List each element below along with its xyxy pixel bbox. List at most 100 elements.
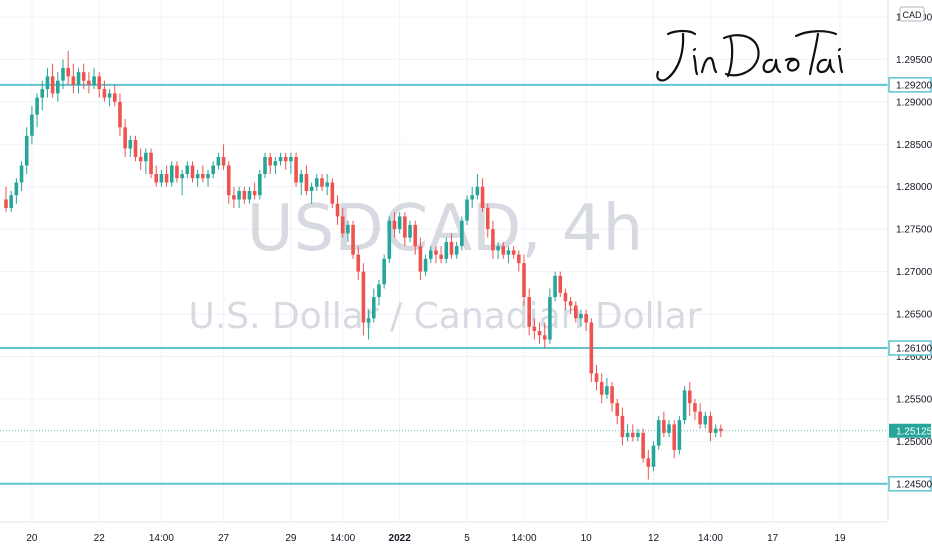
candle-body [423, 258, 428, 272]
time-tick-label: 14:00 [330, 533, 355, 544]
candle-body [620, 415, 625, 438]
candle [527, 288, 531, 336]
candle-body [159, 174, 164, 183]
candle-body [76, 72, 81, 85]
candle [517, 250, 521, 272]
price-axis[interactable]: 1.300001.295001.290001.285001.280001.275… [887, 0, 932, 550]
candle-body [263, 157, 267, 174]
candle-body [107, 93, 112, 98]
candle [216, 152, 221, 170]
signature-letter-d [722, 34, 760, 78]
price-tick-label: 1.29500 [896, 55, 932, 66]
candle [636, 428, 640, 442]
candle-body [304, 174, 309, 191]
candle-body [30, 114, 34, 136]
candle-body [123, 127, 127, 149]
candle [169, 161, 174, 187]
time-tick-label: 14:00 [149, 533, 174, 544]
candle [713, 424, 718, 438]
candle [107, 89, 112, 107]
candle-body [599, 381, 604, 395]
candle [294, 152, 298, 187]
candle [340, 207, 345, 238]
candle-body [278, 157, 283, 162]
candle [4, 186, 8, 213]
watermark-name: U.S. Dollar / Canadian Dollar [188, 296, 701, 337]
candle [574, 301, 578, 323]
candle-body [180, 174, 184, 179]
candle-body [501, 246, 506, 255]
current-price-label: 1.25125 [896, 426, 932, 437]
candle-body [667, 424, 671, 433]
candle-body [40, 89, 45, 98]
candle [50, 63, 55, 98]
candle [361, 263, 366, 336]
candle-body [340, 216, 345, 234]
candle [656, 415, 661, 450]
candle-body [81, 72, 86, 81]
time-axis[interactable]: 20 22 14:00 27 29 14:00 2022 5 14:00 10 12 14:00 17 1… [0, 521, 888, 544]
candle-body [185, 165, 190, 174]
candle-body [382, 258, 386, 285]
candle [195, 169, 200, 187]
candle [465, 195, 469, 225]
time-tick-label: 14:00 [698, 533, 723, 544]
candle [599, 373, 604, 404]
candle-body [491, 229, 495, 251]
currency-badge-box [899, 6, 925, 22]
candle [35, 93, 39, 128]
candle [610, 381, 614, 412]
candle [496, 241, 500, 259]
level-label-box [888, 340, 932, 356]
candle [149, 148, 153, 179]
candle-body [102, 89, 107, 98]
candle-body [434, 250, 438, 255]
candle [258, 169, 262, 200]
candle [542, 322, 547, 348]
candle-body [335, 203, 340, 217]
candle-body [625, 432, 630, 438]
candle [687, 381, 692, 416]
time-tick-label: 5 [464, 533, 470, 544]
candle [273, 157, 278, 174]
candle-body [506, 250, 511, 255]
candle-body [351, 224, 355, 255]
candle [470, 186, 474, 208]
candle [118, 93, 122, 136]
time-tick-label: 10 [581, 533, 593, 544]
time-tick-label: 12 [648, 533, 660, 544]
level-lines[interactable] [0, 83, 888, 485]
time-tick-label: 14:00 [511, 533, 536, 544]
candle [387, 216, 392, 264]
candle-body [138, 157, 143, 162]
candle [268, 152, 272, 174]
candle-body [221, 157, 226, 166]
candle [693, 398, 697, 421]
candle-body [662, 420, 666, 433]
candle [211, 161, 215, 179]
candle-body [454, 246, 459, 255]
candle-body [439, 254, 443, 259]
level-price-labels: 1.29200 1.26100 1.24500 [888, 77, 932, 492]
candle-body [4, 199, 8, 208]
candle [605, 377, 609, 399]
candle-body [252, 190, 257, 196]
candle [537, 322, 542, 344]
candle-body [387, 220, 392, 259]
candle [144, 148, 148, 174]
candle-body [465, 199, 469, 221]
candle [594, 364, 599, 391]
candle-body [480, 186, 485, 208]
candle-body [408, 224, 412, 238]
candle-body [56, 80, 60, 94]
candle [278, 152, 283, 166]
signature-logo [656, 29, 844, 82]
candle-body [14, 182, 19, 196]
candle [201, 165, 205, 183]
candle-body [687, 390, 692, 404]
candle [24, 127, 29, 174]
candle-body [211, 165, 215, 174]
candle [677, 415, 682, 455]
candle [30, 106, 34, 145]
